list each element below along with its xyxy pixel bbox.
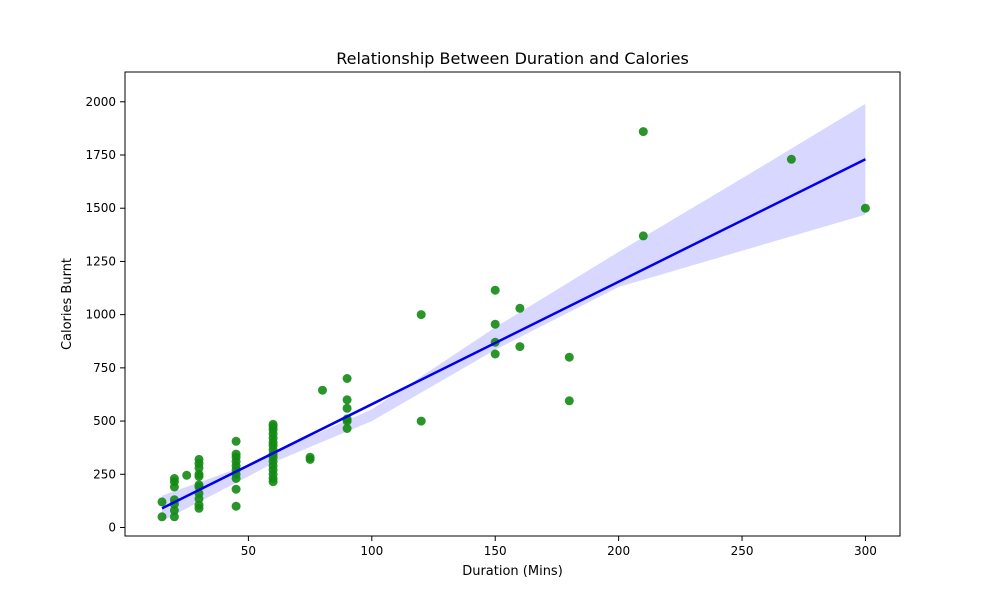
scatter-point [638,127,648,137]
regression-line [161,158,867,510]
scatter-point [182,470,192,480]
scatter-point [342,374,352,383]
scatter-point [194,469,204,479]
scatter-point [194,454,204,464]
scatter-point [318,385,327,395]
x-tick-label: 150 [484,544,507,558]
scatter-point [638,231,648,241]
y-tick-label: 250 [93,467,116,481]
scatter-point [786,154,796,164]
scatter-point [194,480,204,490]
confidence-band [162,103,866,522]
scatter-point [342,395,352,405]
scatter-point [490,319,500,329]
plot-frame [124,71,901,537]
scatter-point [416,416,426,426]
scatter-point [564,396,574,406]
scatter-point [231,501,241,511]
y-axis-label: Calories Burnt [60,258,75,350]
scatter-point [169,506,179,515]
scatter-point [157,497,167,507]
scatter-point [416,310,426,320]
scatter-point [515,303,525,313]
scatter-point [490,285,500,295]
y-tick-label: 1500 [85,201,116,215]
scatter-point [515,342,525,352]
y-tick-label: 2000 [85,95,116,109]
scatter-point [194,500,204,510]
x-tick-label: 100 [360,544,383,558]
scatter-point [564,352,574,362]
x-axis-label: Duration (Mins) [462,564,563,579]
y-tick-label: 0 [108,520,116,534]
scatter-point [305,452,315,462]
y-tick-label: 1000 [85,308,116,322]
y-tick-label: 1750 [85,148,116,162]
scatter-point [231,484,241,494]
x-tick-label: 50 [241,544,256,558]
x-tick-label: 250 [731,544,754,558]
scatter-point [169,474,179,483]
scatter-point [860,203,870,213]
y-tick-label: 1250 [85,254,116,268]
plot-area [157,103,870,522]
y-tick-label: 500 [93,414,116,428]
scatter-point [231,436,241,446]
scatter-point [157,512,167,522]
x-tick-label: 300 [854,544,877,558]
scatter-point [490,349,500,359]
x-axis: 50 100 150 200 250 300 [241,536,877,558]
scatter-point [268,419,278,429]
x-tick-label: 200 [607,544,630,558]
y-axis: 0 250 500 750 1000 1250 1500 1750 2000 [85,95,125,534]
y-tick-label: 750 [93,361,116,375]
scatter-point [342,403,352,413]
chart-title: Relationship Between Duration and Calori… [336,49,689,68]
scatter-point [342,424,352,433]
scatter-point [169,512,179,522]
scatter-point [231,449,241,459]
